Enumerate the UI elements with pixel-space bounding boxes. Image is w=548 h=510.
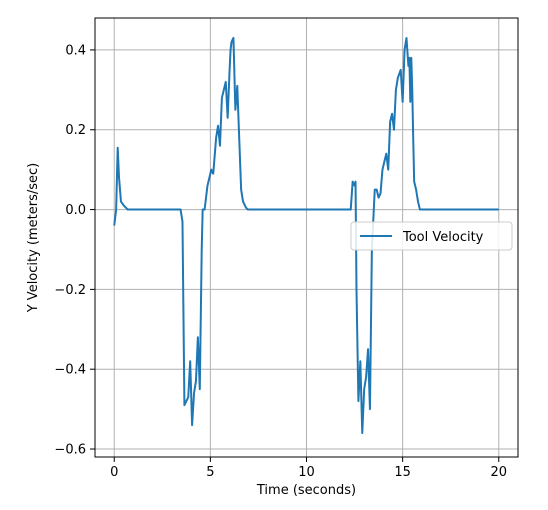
axis-ticks: 0 5 10 15 20 −0.6 −0.4 −0.2 0.0 0.2 0.4 <box>54 43 507 480</box>
y-axis-label: Y Velocity (meters/sec) <box>26 163 41 314</box>
y-tick-label: −0.6 <box>54 443 86 458</box>
series-layer <box>113 36 499 435</box>
x-tick-label: 15 <box>394 465 411 480</box>
y-tick-label: 0.4 <box>65 43 86 58</box>
legend-label: Tool Velocity <box>402 230 484 245</box>
y-tick-label: 0.2 <box>65 123 86 138</box>
x-tick-label: 10 <box>298 465 315 480</box>
x-axis-label: Time (seconds) <box>256 483 356 498</box>
y-tick-label: 0.0 <box>65 203 86 218</box>
x-tick-label: 5 <box>206 465 214 480</box>
y-tick-label: −0.4 <box>54 363 86 378</box>
x-tick-label: 20 <box>490 465 507 480</box>
x-tick-label: 0 <box>110 465 118 480</box>
legend-box <box>350 221 513 251</box>
legend: Tool Velocity <box>350 221 513 251</box>
y-tick-label: −0.2 <box>54 283 86 298</box>
series-line <box>113 36 499 435</box>
